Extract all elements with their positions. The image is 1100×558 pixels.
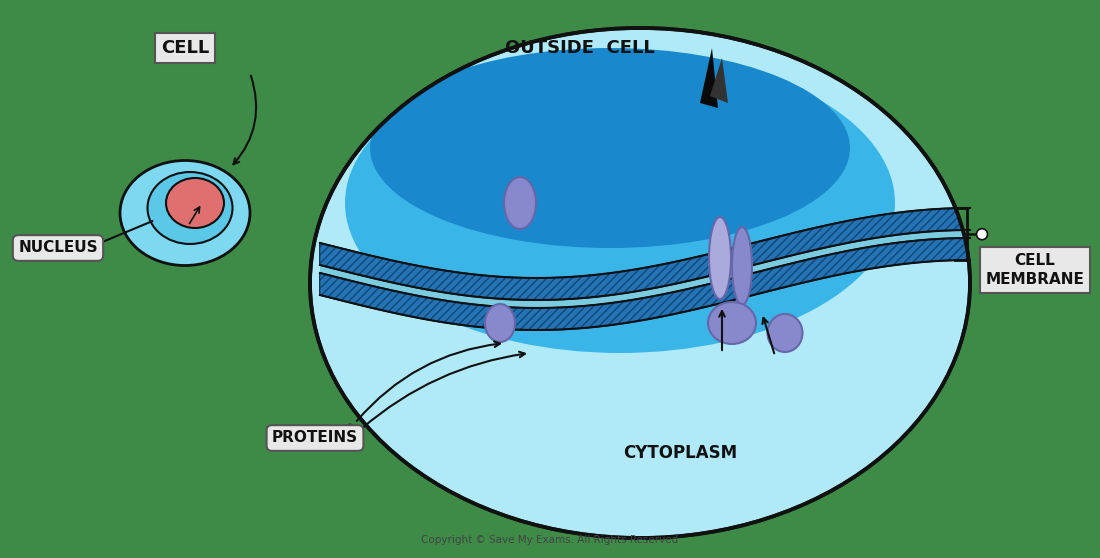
Text: CELL
MEMBRANE: CELL MEMBRANE — [986, 253, 1085, 287]
Ellipse shape — [768, 314, 803, 352]
Ellipse shape — [485, 304, 515, 342]
Polygon shape — [320, 238, 970, 330]
Ellipse shape — [708, 302, 756, 344]
Ellipse shape — [120, 161, 250, 266]
Ellipse shape — [710, 217, 732, 299]
Text: NUCLEUS: NUCLEUS — [19, 240, 98, 256]
Polygon shape — [320, 230, 970, 308]
Ellipse shape — [370, 48, 850, 248]
Polygon shape — [320, 208, 970, 300]
Text: OUTSIDE  CELL: OUTSIDE CELL — [505, 39, 654, 57]
Polygon shape — [710, 58, 728, 103]
Text: CELL: CELL — [161, 39, 209, 57]
Text: Copyright © Save My Exams. All Rights Reserved: Copyright © Save My Exams. All Rights Re… — [421, 535, 679, 545]
Polygon shape — [700, 48, 718, 108]
Circle shape — [82, 243, 94, 253]
Circle shape — [977, 229, 988, 240]
Polygon shape — [320, 208, 970, 300]
Text: PROTEINS: PROTEINS — [272, 431, 359, 445]
Polygon shape — [320, 238, 970, 330]
Circle shape — [344, 425, 355, 435]
Text: CYTOPLASM: CYTOPLASM — [623, 444, 737, 462]
Ellipse shape — [166, 178, 224, 228]
Ellipse shape — [732, 227, 752, 305]
Ellipse shape — [504, 177, 536, 229]
Ellipse shape — [310, 28, 970, 538]
Ellipse shape — [147, 172, 232, 244]
Ellipse shape — [345, 53, 895, 353]
